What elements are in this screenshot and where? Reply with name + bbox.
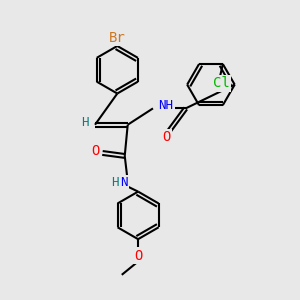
Text: O: O <box>134 248 142 262</box>
Text: H: H <box>112 176 119 189</box>
Text: Br: Br <box>109 31 126 45</box>
Text: NH: NH <box>158 99 173 112</box>
Text: O: O <box>162 130 170 144</box>
Text: O: O <box>92 145 100 158</box>
Text: H: H <box>81 116 88 129</box>
Text: Cl: Cl <box>213 76 230 90</box>
Text: N: N <box>120 176 128 189</box>
